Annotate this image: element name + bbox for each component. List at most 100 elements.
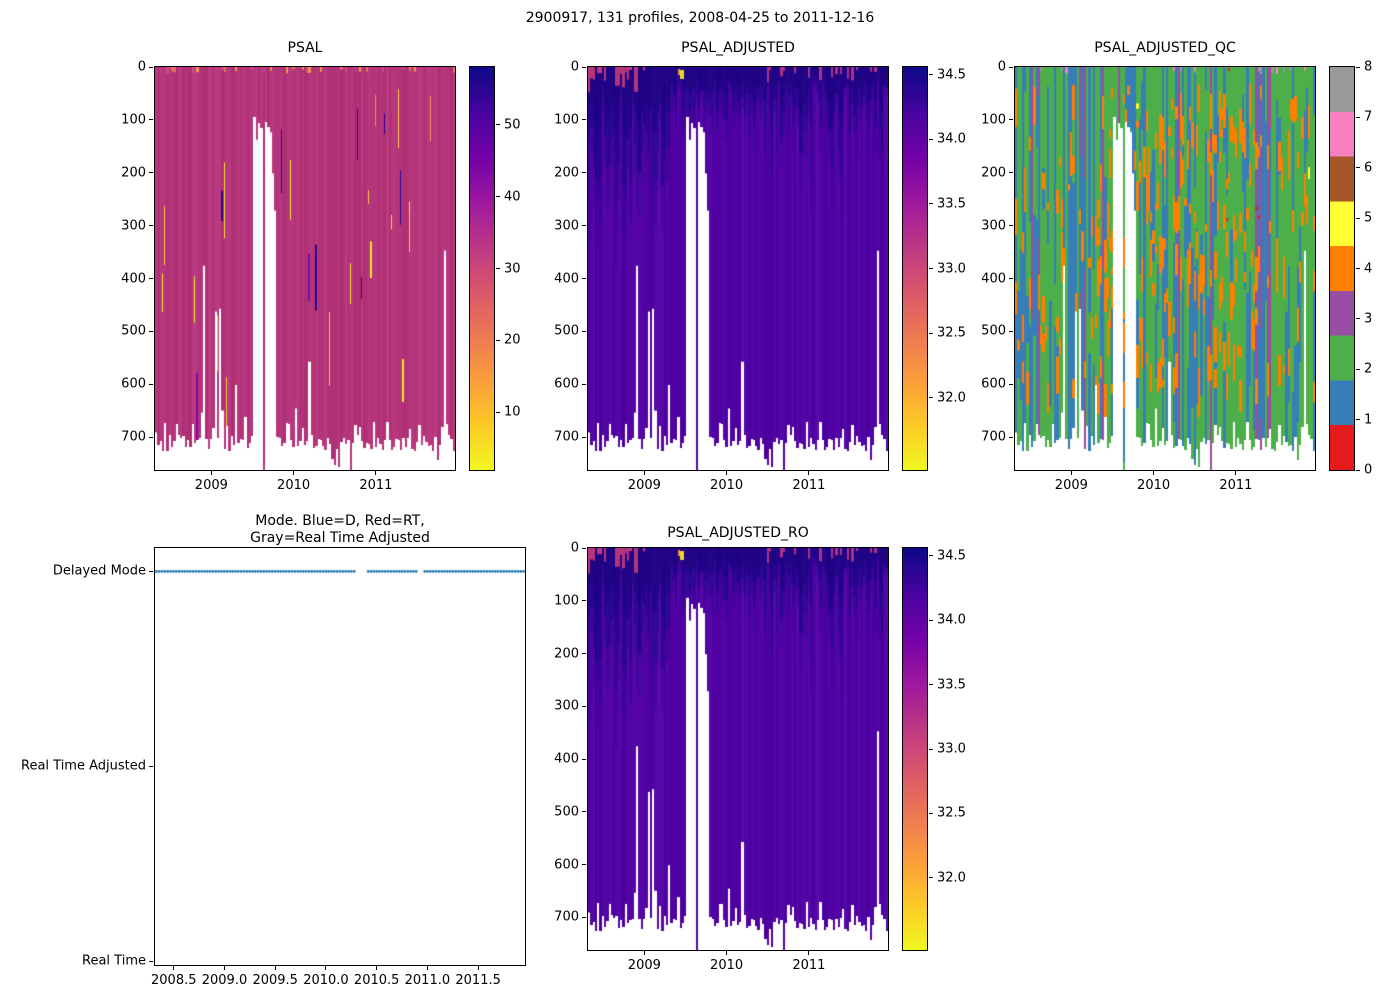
tick-label: 200 [554, 165, 579, 181]
tick-mark [210, 471, 212, 475]
psal-adjusted-colorbar [902, 66, 928, 471]
tick-label: 400 [121, 271, 146, 287]
tick-label: 2010 [710, 958, 744, 973]
tick-mark [929, 332, 933, 334]
tick-mark [929, 138, 933, 140]
tick-mark [1009, 436, 1013, 438]
tick-mark [293, 471, 295, 475]
tick-mark [1153, 471, 1155, 475]
tick-mark [582, 705, 586, 707]
tick-label: 2010 [710, 478, 744, 493]
tick-mark [582, 66, 586, 68]
tick-mark [582, 916, 586, 918]
tick-mark [582, 383, 586, 385]
tick-label: 0 [997, 59, 1006, 75]
tick-label: 100 [121, 112, 146, 128]
tick-mark [582, 278, 586, 280]
tick-label: 32.0 [937, 390, 966, 406]
tick-label: 33.0 [937, 261, 966, 276]
tick-label: 33.5 [937, 196, 966, 212]
tick-mark [477, 966, 479, 970]
tick-mark [582, 758, 586, 760]
tick-label: 34.0 [937, 131, 966, 147]
tick-label: 200 [981, 165, 1006, 181]
tick-label: 600 [554, 376, 579, 392]
tick-label: 0 [137, 59, 146, 75]
tick-mark [1356, 116, 1360, 118]
tick-mark [149, 570, 153, 572]
tick-label: 600 [121, 376, 146, 392]
psal-adjusted-ro-heatmap-canvas [588, 548, 888, 950]
tick-mark [149, 172, 153, 174]
tick-label: 2009 [627, 958, 661, 973]
tick-label: 2009 [1054, 478, 1088, 493]
tick-mark [1356, 217, 1360, 219]
tick-label: 33.5 [937, 677, 966, 693]
tick-mark [1009, 225, 1013, 227]
tick-mark [149, 765, 153, 767]
tick-label: 700 [981, 429, 1006, 445]
tick-label: 400 [554, 751, 579, 767]
tick-mark [582, 330, 586, 332]
tick-mark [1356, 167, 1360, 169]
tick-mark [929, 812, 933, 814]
tick-mark [726, 951, 728, 955]
tick-mark [496, 196, 500, 198]
tick-mark [582, 119, 586, 121]
tick-mark [149, 383, 153, 385]
tick-label: 10 [504, 404, 521, 420]
tick-mark [149, 960, 153, 962]
tick-mark [1009, 66, 1013, 68]
tick-mark [1356, 268, 1360, 269]
tick-mark [375, 471, 377, 475]
tick-label: 500 [121, 323, 146, 339]
tick-mark [1356, 469, 1360, 471]
tick-label: 2010.5 [353, 973, 400, 988]
tick-label: 400 [554, 271, 579, 287]
tick-mark [496, 268, 500, 269]
tick-mark [149, 436, 153, 438]
tick-label: 2011.0 [404, 973, 451, 988]
tick-label: 300 [981, 218, 1006, 234]
tick-label: 2010 [277, 478, 311, 493]
tick-label: Real Time [82, 953, 146, 969]
tick-mark [1356, 318, 1360, 320]
tick-mark [274, 966, 276, 970]
tick-label: 33.0 [937, 741, 966, 757]
tick-label: 600 [981, 376, 1006, 392]
tick-label: Delayed Mode [52, 563, 146, 579]
tick-mark [808, 951, 810, 955]
tick-mark [1356, 368, 1360, 370]
tick-label: 100 [554, 593, 579, 609]
tick-mark [808, 471, 810, 475]
tick-mark [1070, 471, 1072, 475]
figure-title: 2900917, 131 profiles, 2008-04-25 to 201… [525, 10, 875, 26]
tick-mark [643, 951, 645, 955]
tick-label: 2010 [1137, 478, 1171, 493]
tick-mark [1356, 66, 1360, 68]
tick-label: 4 [1364, 261, 1373, 276]
tick-label: 34.5 [937, 67, 966, 83]
tick-mark [582, 600, 586, 602]
tick-label: 30 [504, 261, 521, 276]
tick-mark [929, 555, 933, 557]
tick-mark [376, 966, 378, 970]
mode-title-line2: Gray=Real Time Adjusted [250, 530, 430, 546]
psal-adjusted-qc-title: PSAL_ADJUSTED_QC [1094, 40, 1236, 56]
tick-label: 2 [1364, 361, 1373, 377]
tick-mark [496, 411, 500, 413]
mode-axes [154, 547, 526, 966]
tick-mark [1009, 330, 1013, 332]
tick-mark [582, 547, 586, 549]
tick-label: 50 [504, 117, 521, 133]
tick-label: 300 [121, 218, 146, 234]
tick-label: 8 [1364, 59, 1373, 75]
psal-adjusted-qc-colorbar [1329, 66, 1355, 471]
tick-mark [643, 471, 645, 475]
tick-label: 700 [554, 429, 579, 445]
tick-label: 34.5 [937, 548, 966, 564]
tick-mark [426, 966, 428, 970]
tick-label: 700 [554, 909, 579, 925]
tick-mark [1235, 471, 1237, 475]
